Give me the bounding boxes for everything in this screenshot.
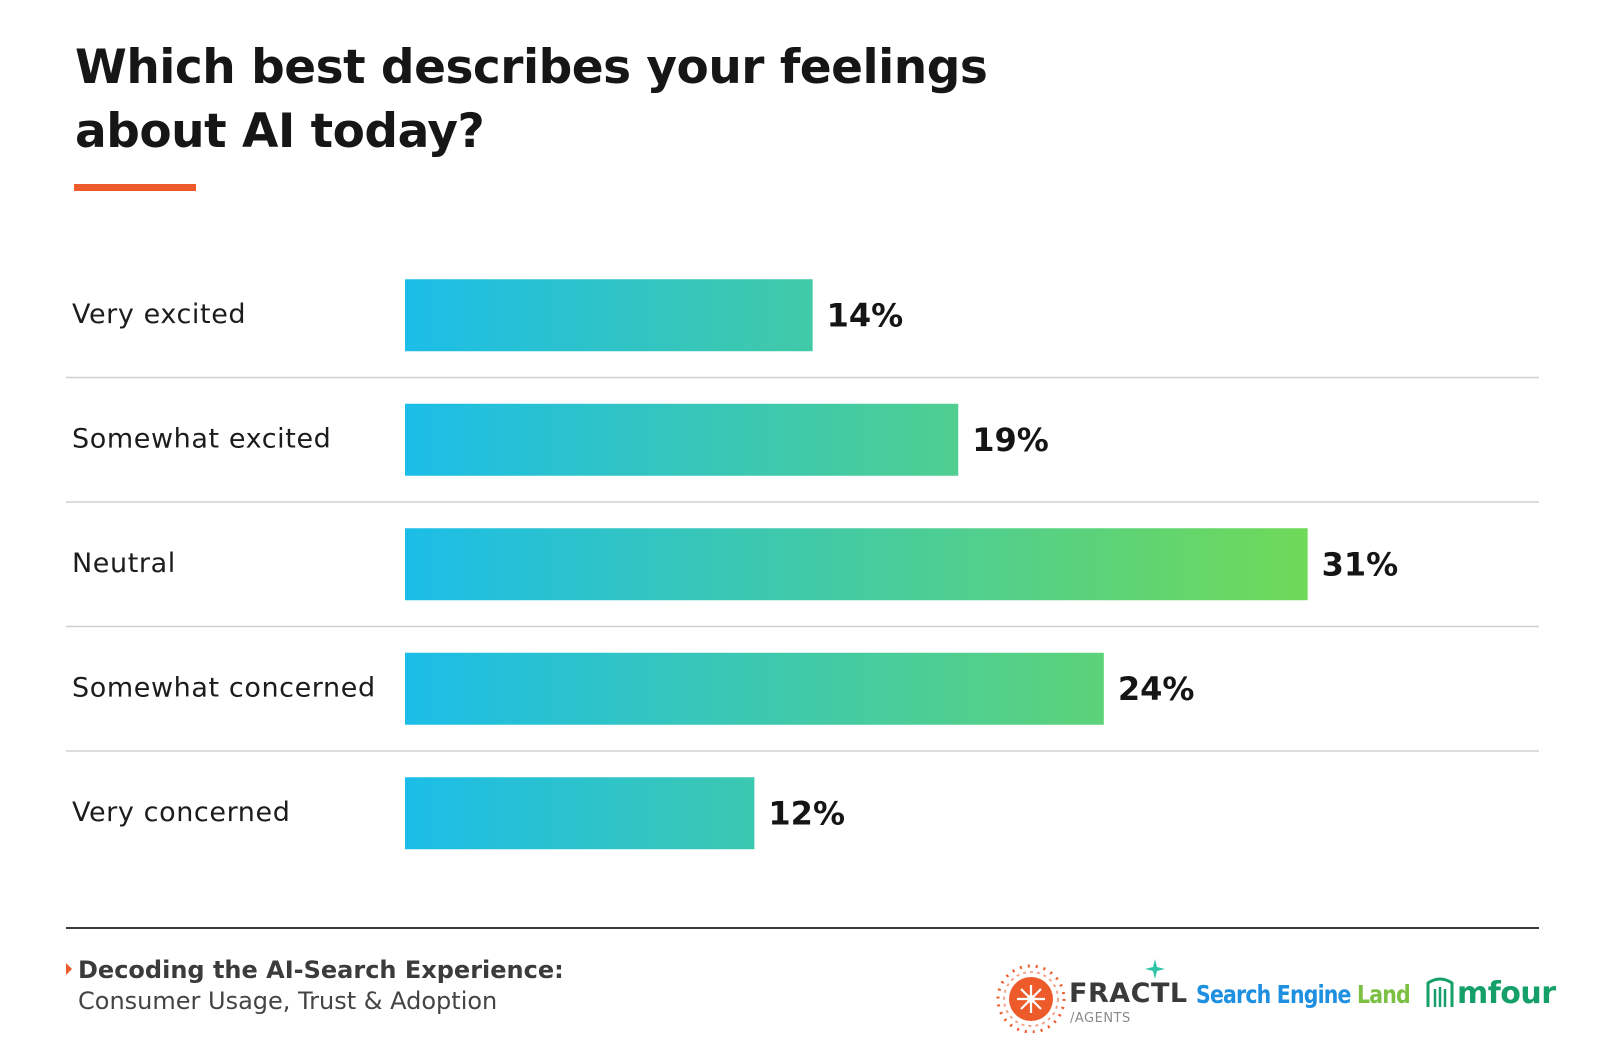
mfour-mark-icon [1426,977,1454,1007]
source-citation: Decoding the AI-Search Experience: Consu… [66,955,564,1017]
category-label: Very excited [72,299,246,330]
fractl-subtitle: /AGENTS [1070,1011,1131,1026]
value-label: 31% [1322,545,1399,583]
sel-logo-part2: Land [1356,980,1411,1009]
category-label: Neutral [72,548,176,579]
bar [405,403,959,476]
fractl-agents-logo: FRACTL /AGENTS [995,959,1187,1034]
source-subtitle: Consumer Usage, Trust & Adoption [78,987,498,1015]
title-accent-bar [74,184,196,191]
fractl-sunburst-icon [996,964,1066,1034]
value-label: 14% [827,296,904,334]
footer-divider [66,927,1539,929]
search-engine-land-logo: Search Engine Land [1196,980,1411,1009]
category-label: Somewhat concerned [72,672,376,703]
bar [405,652,1104,725]
bar-chart: Very excited 14% Somewhat excited 19% Neutra… [66,279,1539,850]
bar [405,279,813,352]
bar [405,777,755,850]
sel-logo-part1: Search Engine [1196,980,1351,1009]
bar [405,528,1308,601]
category-label: Very concerned [72,797,290,828]
chart-title: Which best describes your feelings about… [75,40,988,159]
category-label: Somewhat excited [72,423,331,454]
fractl-name: FRACTL [1069,978,1188,1009]
value-label: 24% [1118,670,1195,708]
value-label: 12% [768,794,845,832]
mfour-logo: mfour [1425,976,1556,1017]
source-title: Decoding the AI-Search Experience: [78,956,564,984]
value-label: 19% [972,421,1049,459]
caret-right-icon [66,963,72,975]
mfour-name: mfour [1457,976,1556,1011]
sparkle-icon [1145,959,1165,979]
